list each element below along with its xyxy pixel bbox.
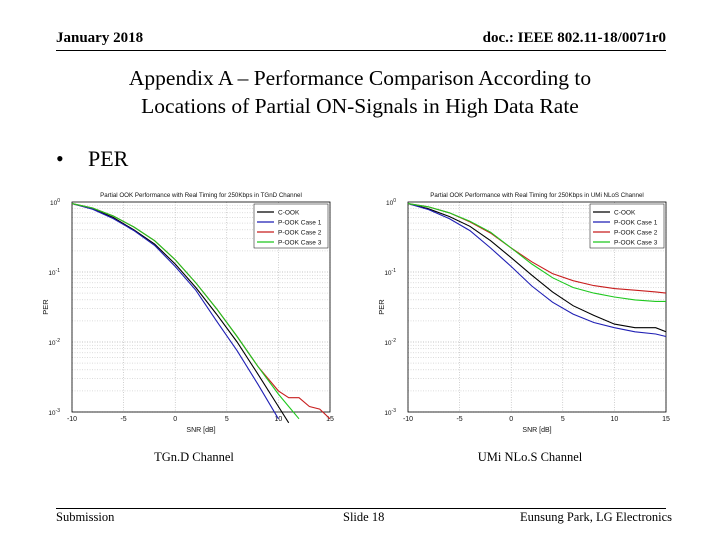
footer-rule bbox=[56, 508, 666, 509]
legend-box bbox=[253, 203, 329, 249]
x-tick-label: 0 bbox=[173, 416, 177, 423]
y-tick-label: 10-3 bbox=[384, 408, 396, 417]
legend-box bbox=[589, 203, 665, 249]
y-tick-label: 10-2 bbox=[48, 338, 60, 347]
header-doc-id: doc.: IEEE 802.11-18/0071r0 bbox=[482, 30, 666, 46]
series-line-p-ook-case-1 bbox=[407, 203, 667, 338]
bullet-item: • PER bbox=[56, 146, 128, 172]
x-tick-label: -10 bbox=[403, 416, 413, 423]
plot-frame bbox=[71, 201, 331, 413]
x-tick-label: -5 bbox=[456, 416, 462, 423]
chart-svg: Partial OOK Performance with Real Timing… bbox=[377, 192, 670, 434]
header-rule bbox=[56, 50, 666, 51]
legend-label: P-OOK Case 3 bbox=[278, 240, 322, 247]
legend-label: C-OOK bbox=[278, 210, 300, 217]
footer-slide-number: Slide 18 bbox=[343, 510, 385, 524]
per-chart-tgnd: Partial OOK Performance with Real Timing… bbox=[36, 186, 336, 438]
x-axis-label: SNR [dB] bbox=[186, 427, 215, 434]
per-chart-umi-nlos: Partial OOK Performance with Real Timing… bbox=[372, 186, 672, 438]
x-tick-label: 5 bbox=[561, 416, 565, 423]
legend-label: P-OOK Case 2 bbox=[278, 230, 322, 237]
y-tick-label: 10-1 bbox=[384, 268, 396, 277]
y-tick-label: 100 bbox=[50, 198, 60, 207]
slide-title-line-1: Appendix A – Performance Comparison Acco… bbox=[128, 66, 592, 90]
x-tick-label: 0 bbox=[509, 416, 513, 423]
x-axis-label: SNR [dB] bbox=[522, 427, 551, 434]
footer-submission: Submission bbox=[56, 510, 115, 524]
x-tick-label: 15 bbox=[662, 416, 670, 423]
slide-title-line-2: Locations of Partial ON-Signals in High … bbox=[141, 94, 579, 118]
x-tick-label: 5 bbox=[225, 416, 229, 423]
series-line-p-ook-case-3 bbox=[71, 203, 300, 420]
series-line-p-ook-case-1 bbox=[71, 203, 279, 420]
y-tick-label: 10-2 bbox=[384, 338, 396, 347]
legend-label: P-OOK Case 3 bbox=[614, 240, 658, 247]
x-tick-label: 15 bbox=[326, 416, 334, 423]
legend-label: C-OOK bbox=[614, 210, 636, 217]
chart-title: Partial OOK Performance with Real Timing… bbox=[100, 192, 302, 199]
legend-label: P-OOK Case 2 bbox=[614, 230, 658, 237]
y-tick-label: 10-1 bbox=[48, 268, 60, 277]
chart-caption-tgnd: TGn.D Channel bbox=[154, 450, 234, 464]
plot-frame bbox=[407, 201, 667, 413]
y-tick-label: 10-3 bbox=[48, 408, 60, 417]
legend-label: P-OOK Case 1 bbox=[614, 220, 658, 227]
x-tick-label: 10 bbox=[611, 416, 619, 423]
chart-title: Partial OOK Performance with Real Timing… bbox=[430, 192, 644, 199]
y-axis-label: PER bbox=[41, 299, 50, 315]
bullet-text: PER bbox=[88, 146, 129, 171]
legend-label: P-OOK Case 1 bbox=[278, 220, 322, 227]
bullet-marker: • bbox=[56, 146, 64, 171]
series-line-c-ook bbox=[71, 203, 290, 424]
header-date: January 2018 bbox=[56, 30, 144, 46]
y-tick-label: 100 bbox=[386, 198, 396, 207]
y-axis-label: PER bbox=[377, 299, 386, 315]
x-tick-label: -10 bbox=[67, 416, 77, 423]
series-line-p-ook-case-3 bbox=[407, 203, 666, 302]
x-tick-label: -5 bbox=[120, 416, 126, 423]
footer-author: Eunsung Park, LG Electronics bbox=[519, 510, 672, 524]
x-tick-label: 10 bbox=[275, 416, 283, 423]
chart-svg: Partial OOK Performance with Real Timing… bbox=[41, 192, 334, 434]
chart-caption-umi-nlos: UMi NLo.S Channel bbox=[477, 450, 583, 464]
slide-title: Appendix A – Performance Comparison Acco… bbox=[0, 64, 720, 120]
series-line-c-ook bbox=[407, 203, 667, 333]
